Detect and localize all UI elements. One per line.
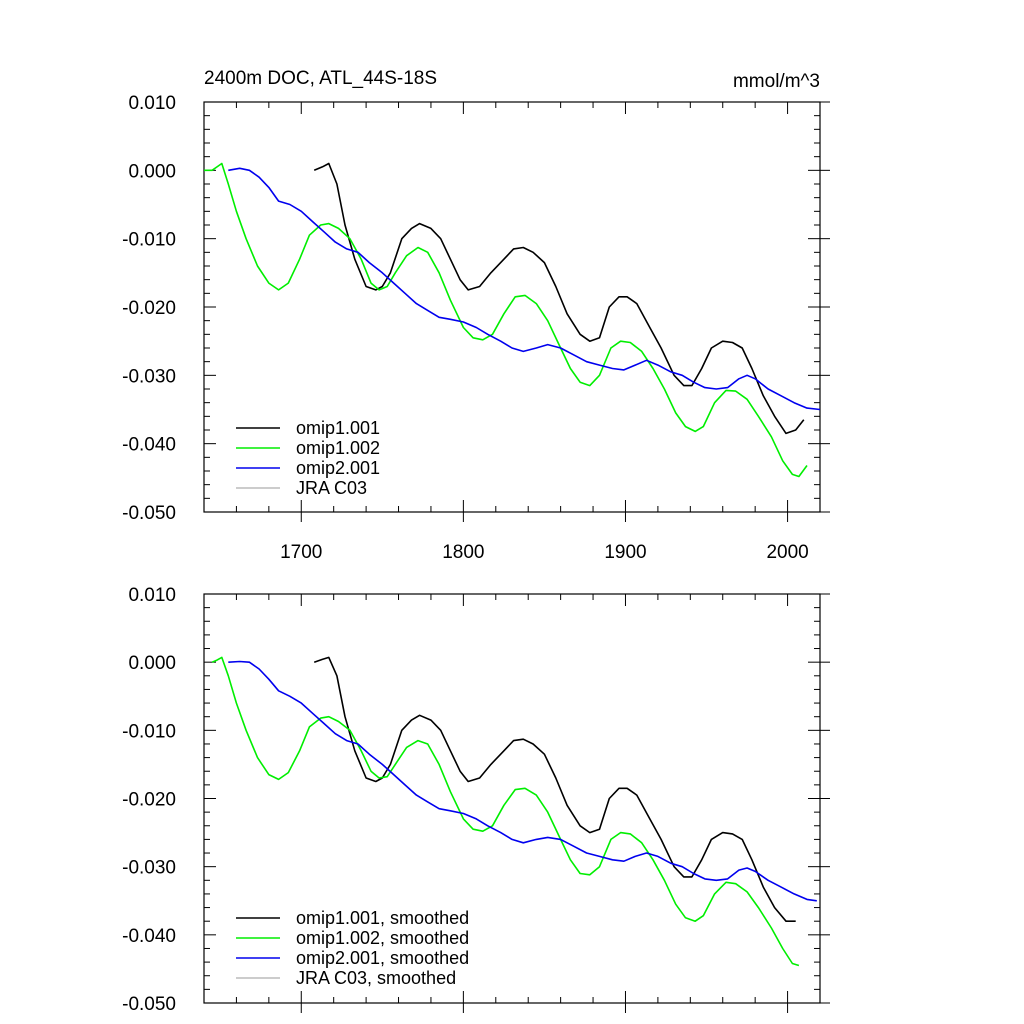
y-tick-label: -0.040 (122, 926, 176, 947)
legend-label: omip2.001, smoothed (296, 948, 469, 968)
y-tick-label: -0.010 (122, 721, 176, 742)
y-tick-label: 0.000 (128, 161, 176, 182)
series-line-omip1-001-smoothed (313, 656, 796, 922)
y-tick-label: -0.050 (122, 994, 176, 1015)
series-line-omip1-002-smoothed (211, 656, 800, 967)
legend-label: JRA C03, smoothed (296, 968, 456, 988)
y-tick-label: 0.000 (128, 653, 176, 674)
y-tick-label: -0.050 (122, 503, 176, 524)
y-tick-label: 0.010 (128, 93, 176, 114)
panel-bottom: 0.010 0.000 -0.010 -0.020 -0.030 -0.040 -0.050… (122, 585, 830, 1015)
y-tick-label: -0.020 (122, 790, 176, 811)
y-tick-label: -0.040 (122, 435, 176, 456)
x-tick-label: 1800 (442, 542, 484, 563)
chart-title: 2400m DOC, ATL_44S-18S (204, 68, 437, 89)
x-tick-label: 1900 (604, 542, 646, 563)
legend-label: JRA C03 (296, 478, 367, 498)
x-tick-label: 2000 (766, 542, 808, 563)
y-tick-label: -0.030 (122, 366, 176, 387)
series-line-omip1-002 (204, 162, 808, 478)
legend-label: omip1.002 (296, 438, 380, 458)
legend-label: omip1.001 (296, 418, 380, 438)
panel-top: 1700 1800 1900 2000 0.010 0.000 -0.010 -0.020 -0… (122, 93, 830, 563)
x-tick-label: 1700 (280, 542, 322, 563)
y-tick-label: -0.030 (122, 858, 176, 879)
legend-label: omip2.001 (296, 458, 380, 478)
y-tick-label: -0.010 (122, 230, 176, 251)
legend-label: omip1.001, smoothed (296, 908, 469, 928)
y-tick-label: 0.010 (128, 585, 176, 606)
series-line-omip2-001 (228, 167, 821, 411)
legend-label: omip1.002, smoothed (296, 928, 469, 948)
series-line-omip1-001 (313, 162, 805, 435)
chart-units: mmol/m^3 (733, 71, 820, 92)
y-tick-label: -0.020 (122, 298, 176, 319)
series-line-omip2-001-smoothed (228, 660, 817, 902)
